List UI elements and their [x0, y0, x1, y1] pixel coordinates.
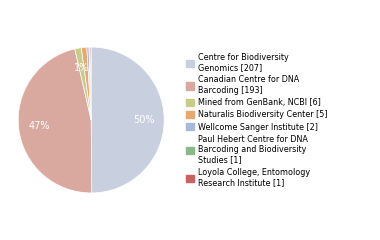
Wedge shape [75, 48, 91, 120]
Wedge shape [89, 47, 91, 120]
Text: 1%: 1% [74, 63, 89, 73]
Text: 50%: 50% [133, 115, 155, 125]
Wedge shape [18, 49, 92, 193]
Wedge shape [91, 47, 164, 193]
Text: 47%: 47% [28, 121, 50, 131]
Wedge shape [81, 47, 91, 120]
Wedge shape [90, 47, 91, 120]
Wedge shape [87, 47, 91, 120]
Legend: Centre for Biodiversity
Genomics [207], Canadian Centre for DNA
Barcoding [193],: Centre for Biodiversity Genomics [207], … [187, 53, 327, 187]
